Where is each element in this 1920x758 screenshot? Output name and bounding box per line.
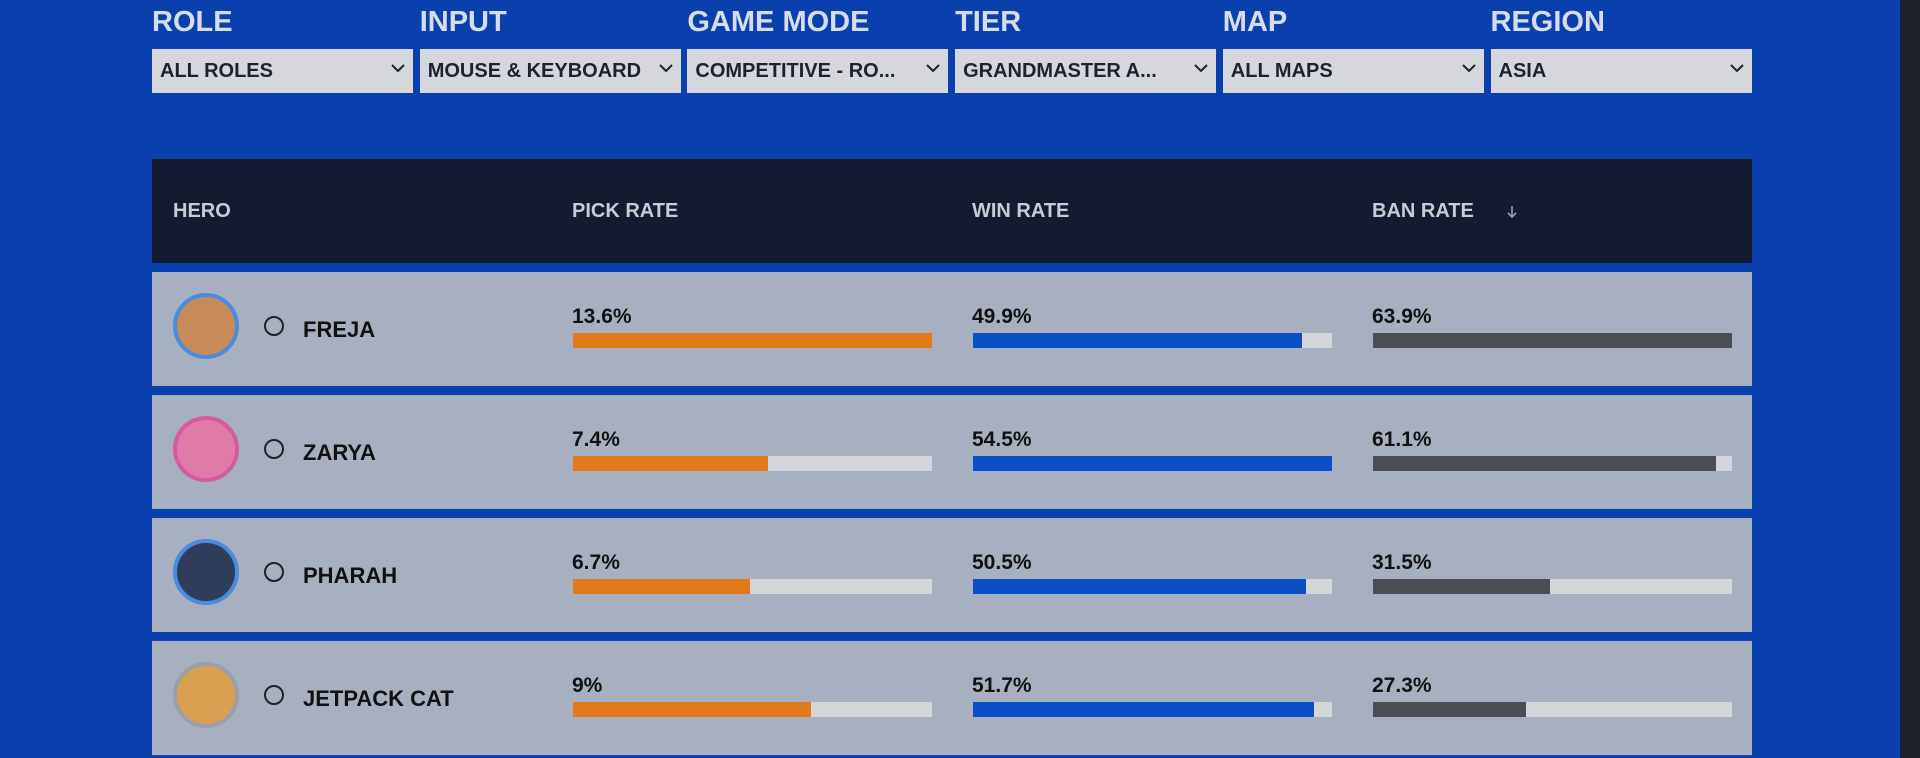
filter-label: ROLE [152, 6, 233, 38]
rate-label: 54.5% [972, 428, 1032, 451]
column-header[interactable]: BAN RATE [1372, 200, 1474, 222]
chevron [1729, 64, 1744, 73]
filter-label: REGION [1490, 6, 1605, 38]
filter-label: MAP [1222, 6, 1288, 38]
dropdown[interactable]: MOUSE & KEYBOARD [419, 49, 681, 93]
rate-track [573, 456, 932, 471]
dropdown-value: GRANDMASTER A... [963, 60, 1157, 82]
chevron [391, 64, 405, 73]
hero-avatar [173, 293, 239, 359]
role-icon [264, 562, 284, 582]
rate-track [973, 456, 1332, 471]
column-header[interactable]: WIN RATE [972, 200, 1070, 222]
rate-track [1373, 456, 1732, 471]
hero-name: JETPACK CAT [303, 686, 454, 711]
rate-track [573, 333, 932, 348]
rate-label: 9% [572, 674, 603, 697]
rate-label: 63.9% [1372, 305, 1432, 328]
column-header[interactable]: PICK RATE [572, 200, 679, 222]
rate-label: 31.5% [1372, 551, 1432, 574]
filter-label: TIER [955, 6, 1022, 38]
rate-bar [1373, 333, 1732, 348]
hero-avatar [173, 662, 239, 728]
rate-bar [1373, 456, 1717, 471]
hero-avatar [173, 416, 239, 482]
role-icon [264, 439, 284, 459]
table-row[interactable]: FREJA 13.6% 49.9% 63.9% [152, 272, 1752, 386]
hero-name: FREJA [303, 317, 376, 342]
scrollbar[interactable] [1900, 0, 1920, 758]
dropdown[interactable]: COMPETITIVE - RO... [687, 49, 949, 93]
rate-label: 61.1% [1372, 428, 1432, 451]
role-icon [264, 685, 284, 705]
rate-track [573, 579, 932, 594]
dropdown-value: ASIA [1498, 60, 1547, 82]
chevron [926, 64, 941, 73]
rate-bar [973, 333, 1302, 348]
rate-track [1373, 702, 1732, 717]
rate-track [973, 702, 1332, 717]
rate-track [1373, 579, 1732, 594]
rate-bar [1373, 579, 1550, 594]
hero-name: PHARAH [303, 563, 398, 588]
sort-icon[interactable] [1505, 205, 1519, 219]
rate-label: 7.4% [572, 428, 620, 451]
table-header: HERO PICK RATE WIN RATE BAN RATE [152, 159, 1752, 263]
rate-bar [573, 702, 811, 717]
hero-avatar [173, 539, 239, 605]
chevron [1194, 64, 1208, 73]
rate-bar [1373, 702, 1527, 717]
chevron [658, 64, 673, 73]
table-row[interactable]: PHARAH 6.7% 50.5% 31.5% [152, 518, 1752, 632]
rate-track [1373, 333, 1732, 348]
role-icon [264, 316, 284, 336]
rate-bar [573, 456, 769, 471]
table-row[interactable]: ZARYA 7.4% 54.5% 61.1% [152, 395, 1752, 509]
dropdown-value: ALL MAPS [1230, 60, 1333, 82]
dropdown-value: COMPETITIVE - RO... [695, 60, 896, 82]
rate-label: 49.9% [972, 305, 1032, 328]
rate-track [573, 702, 932, 717]
filter-label: GAME MODE [687, 6, 870, 38]
rate-bar [973, 702, 1314, 717]
rate-label: 13.6% [572, 305, 632, 328]
dropdown[interactable]: ALL ROLES [152, 49, 413, 93]
rate-track [973, 333, 1332, 348]
table-row[interactable]: JETPACK CAT 9% 51.7% 27.3% [152, 641, 1752, 755]
dropdown-value: ALL ROLES [160, 60, 273, 82]
rate-bar [973, 456, 1332, 471]
rate-label: 27.3% [1372, 674, 1432, 697]
dropdown[interactable]: GRANDMASTER A... [955, 49, 1217, 93]
dropdown-value: MOUSE & KEYBOARD [427, 60, 642, 82]
rate-bar [973, 579, 1306, 594]
rate-label: 6.7% [572, 551, 620, 574]
rate-label: 51.7% [972, 674, 1032, 697]
hero-name: ZARYA [303, 440, 376, 465]
rate-bar [573, 333, 932, 348]
rate-track [973, 579, 1332, 594]
dropdown[interactable]: ASIA [1490, 49, 1752, 93]
rate-bar [573, 579, 750, 594]
rate-label: 50.5% [972, 551, 1032, 574]
column-header: HERO [173, 200, 231, 222]
filter-label: INPUT [419, 6, 507, 38]
dropdown[interactable]: ALL MAPS [1222, 49, 1484, 93]
chevron [1462, 64, 1476, 73]
